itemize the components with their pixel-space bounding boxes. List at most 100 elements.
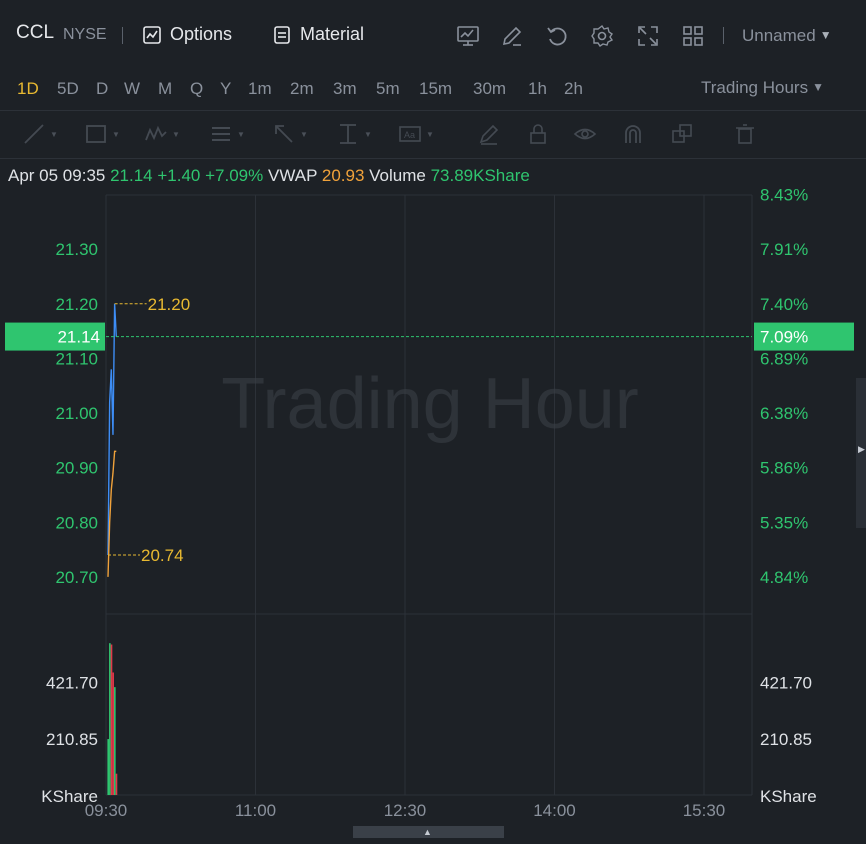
trend-line-icon[interactable]: ▼ (22, 122, 58, 146)
interval-1d[interactable]: 1D (17, 79, 39, 98)
ticker-symbol[interactable]: CCL (16, 22, 55, 43)
interval-1m[interactable]: 1m (248, 79, 272, 98)
volume-tick-label-left: 210.85 (46, 730, 98, 749)
top-toolbar: CCL NYSE Options Material Unnamed ▼ (0, 0, 866, 70)
interval-5d[interactable]: 5D (57, 79, 79, 98)
last-price: 21.14 (110, 166, 153, 185)
volume-bar (110, 644, 113, 795)
undo-icon[interactable] (545, 24, 569, 48)
chart-compare-icon[interactable] (456, 24, 480, 48)
layout-name-dropdown[interactable]: Unnamed ▼ (742, 26, 832, 46)
session-label: Trading Hours (701, 78, 809, 97)
drawing-toolbar: ▼ ▼ ▼ ▼ ▼ ▼ Aa ▼ (0, 110, 866, 158)
datetime: Apr 05 09:35 (8, 166, 106, 185)
chevron-up-icon: ▲ (423, 827, 432, 837)
price-range-icon[interactable]: ▼ (340, 124, 372, 144)
interval-2h[interactable]: 2h (564, 79, 583, 98)
text-list-icon[interactable]: ▼ (212, 127, 245, 141)
trash-icon[interactable] (733, 122, 757, 146)
volume-unit-right: KShare (760, 787, 817, 806)
interval-1h[interactable]: 1h (528, 79, 547, 98)
options-button[interactable]: Options (142, 24, 232, 45)
side-panel-handle[interactable]: ▶ (856, 378, 866, 528)
caret-down-icon: ▼ (812, 80, 824, 94)
brush-icon[interactable] (477, 122, 501, 146)
volume-tick-label-right: 210.85 (760, 730, 812, 749)
eye-icon[interactable] (573, 122, 597, 146)
vwap-label: VWAP (268, 166, 318, 185)
pencil-edit-icon[interactable] (500, 24, 524, 48)
price-change: +1.40 (157, 166, 201, 185)
high-marker-label: 21.20 (148, 295, 191, 314)
arrow-icon[interactable]: ▼ (272, 122, 308, 146)
price-change-pct: +7.09% (205, 166, 264, 185)
material-button[interactable]: Material (272, 24, 364, 45)
layers-icon[interactable] (670, 122, 694, 146)
chevron-right-icon: ▶ (858, 444, 865, 454)
interval-y[interactable]: Y (220, 79, 232, 98)
options-chart-icon (143, 25, 161, 44)
price-markers: 21.20 20.74 21.14 7.09% (5, 295, 854, 565)
text-label-icon[interactable]: Aa ▼ (398, 122, 434, 146)
volume-label: Volume (369, 166, 426, 185)
percent-tick-label: 5.86% (760, 459, 808, 478)
volume-bar (107, 739, 109, 795)
current-price-label: 21.14 (57, 328, 100, 347)
axis-labels: 09:30 11:00 12:30 14:00 15:30 21.30 21.20 21.10… (41, 186, 816, 820)
chart-grid (105, 194, 753, 796)
percent-tick-label: 8.43% (760, 186, 808, 205)
caret-down-icon: ▼ (819, 28, 832, 42)
layout-name: Unnamed (742, 26, 816, 45)
interval-15m[interactable]: 15m (419, 79, 453, 98)
interval-w[interactable]: W (124, 79, 141, 98)
volume-bar (112, 672, 114, 795)
interval-5m[interactable]: 5m (376, 79, 400, 98)
wave-pattern-icon[interactable]: ▼ (144, 122, 180, 146)
percent-tick-label: 6.89% (760, 349, 808, 368)
current-price-badge-left (5, 322, 105, 351)
timeline-scroll-thumb[interactable]: ▲ (353, 826, 504, 838)
interval-30m[interactable]: 30m (473, 79, 507, 98)
divider (0, 158, 866, 159)
price-tick-label: 21.10 (55, 349, 98, 368)
price-tick-label: 20.70 (55, 568, 98, 587)
series-lines (107, 303, 117, 577)
x-tick-label: 14:00 (533, 801, 576, 820)
volume-bars (107, 643, 118, 795)
interval-d[interactable]: D (96, 79, 109, 98)
session-dropdown[interactable]: Trading Hours ▼ (701, 78, 824, 98)
lock-icon[interactable] (526, 122, 550, 146)
x-tick-label: 12:30 (384, 801, 427, 820)
volume-bar (109, 643, 111, 795)
magnet-icon[interactable] (621, 122, 645, 146)
x-tick-label: 11:00 (235, 801, 276, 820)
interval-3m[interactable]: 3m (333, 79, 357, 98)
volume-unit-left: KShare (41, 787, 98, 806)
material-label: Material (300, 24, 365, 44)
percent-tick-label: 7.40% (760, 295, 808, 314)
price-tick-label: 21.00 (55, 404, 98, 423)
document-icon (274, 25, 290, 44)
volume-value: 73.89KShare (430, 166, 530, 185)
current-price-badge-right (754, 322, 854, 351)
gear-icon[interactable] (590, 24, 614, 48)
fullscreen-icon[interactable] (636, 24, 660, 48)
interval-q[interactable]: Q (190, 79, 204, 98)
interval-bar: 1D 5D D W M Q Y 1m 2m 3m 5m 15m 30m 1h 2… (0, 70, 866, 110)
toolbar-divider (122, 27, 123, 44)
rectangle-icon[interactable]: ▼ (84, 122, 120, 146)
price-tick-label: 20.80 (55, 513, 98, 532)
volume-bar (115, 773, 118, 795)
interval-m[interactable]: M (158, 79, 173, 98)
options-label: Options (170, 24, 233, 44)
percent-tick-label: 6.38% (760, 404, 808, 423)
vwap-value: 20.93 (321, 166, 365, 185)
price-line (107, 303, 117, 556)
percent-tick-label: 5.35% (760, 513, 808, 532)
interval-2m[interactable]: 2m (290, 79, 314, 98)
watermark-text: Trading Hour (221, 364, 639, 444)
x-tick-label: 15:30 (683, 801, 726, 820)
price-tick-label: 21.20 (55, 295, 98, 314)
grid-layout-icon[interactable] (681, 24, 705, 48)
